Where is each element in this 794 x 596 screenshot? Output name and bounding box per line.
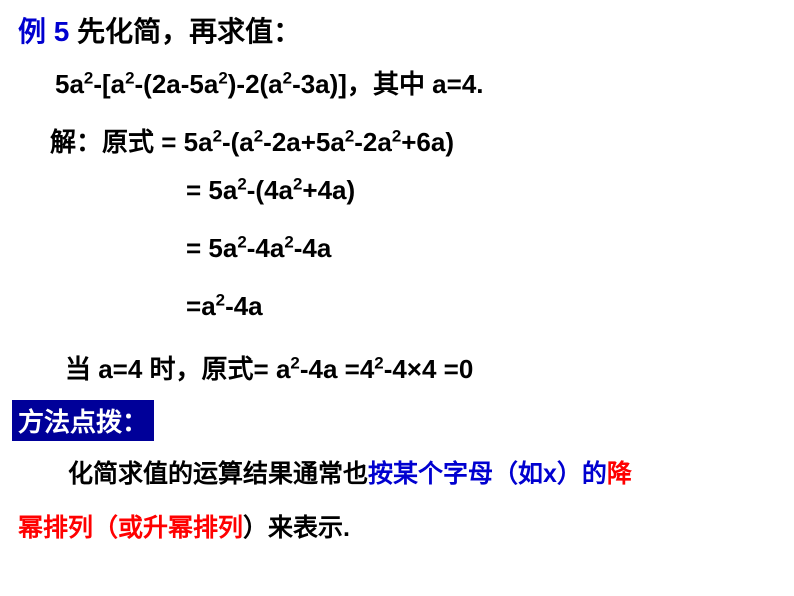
s3c: -4a — [294, 233, 332, 263]
tb3: 降 — [607, 460, 632, 488]
tip-heading-row: 方法点拨： — [12, 400, 154, 441]
s1b: -(a — [222, 127, 254, 157]
s1d: -2a — [354, 127, 392, 157]
p-e: -3a)]，其中 a=4. — [292, 69, 483, 99]
sup: 2 — [290, 353, 299, 372]
sup: 2 — [237, 232, 246, 251]
s4b: -4a — [225, 291, 263, 321]
title-line: 例 5 先化简，再求值： — [18, 10, 301, 50]
solution-step-2: = 5a2-(4a2+4a) — [186, 175, 355, 206]
p-b: -[a — [93, 69, 125, 99]
s4a: a — [201, 291, 215, 321]
tb2: 按某个字母（如x）的 — [368, 460, 607, 488]
sup: 2 — [213, 126, 222, 145]
sol-prefix: 解：原式 = — [50, 127, 184, 157]
example-label: 例 5 — [18, 16, 69, 47]
tip-body-2: 幂排列（或升幂排列）来表示. — [18, 508, 350, 544]
tb1: 化简求值的运算结果通常也 — [68, 460, 368, 488]
ev2: -4a =4 — [300, 354, 374, 384]
s2c: +4a) — [302, 175, 355, 205]
evaluation-line: 当 a=4 时，原式= a2-4a =42-4×4 =0 — [65, 349, 473, 386]
tl2a: 幂排列（或 — [18, 514, 143, 542]
solution-step-4: =a2-4a — [186, 291, 263, 322]
sup: 2 — [293, 174, 302, 193]
sup: 2 — [237, 174, 246, 193]
sup: 2 — [216, 290, 225, 309]
sup: 2 — [125, 68, 134, 87]
title-text: 先化简，再求值： — [69, 16, 301, 47]
p-d: )-2(a — [228, 69, 283, 99]
s3b: -4a — [247, 233, 285, 263]
tl2b: 升幂排列 — [143, 514, 243, 542]
p-c: -(2a-5a — [135, 69, 219, 99]
problem-expression: 5a2-[a2-(2a-5a2)-2(a2-3a)]，其中 a=4. — [55, 64, 484, 101]
ev1: 当 a=4 时，原式= a — [65, 354, 290, 384]
s1a: 5a — [184, 127, 213, 157]
s2b: -(4a — [247, 175, 293, 205]
sup: 2 — [374, 353, 383, 372]
solution-step-3: = 5a2-4a2-4a — [186, 233, 331, 264]
sup: 2 — [345, 126, 354, 145]
s1e: +6a) — [401, 127, 454, 157]
sup: 2 — [283, 68, 292, 87]
sup: 2 — [254, 126, 263, 145]
sup: 2 — [392, 126, 401, 145]
s2a: 5a — [208, 175, 237, 205]
eq: = — [186, 175, 208, 205]
s4eq: = — [186, 291, 201, 321]
p-a: 5a — [55, 69, 84, 99]
ev3: -4×4 =0 — [384, 354, 474, 384]
tip-body-1: 化简求值的运算结果通常也按某个字母（如x）的降 — [68, 454, 632, 490]
s3a: 5a — [208, 233, 237, 263]
s1c: -2a+5a — [263, 127, 345, 157]
solution-step-1: 解：原式 = 5a2-(a2-2a+5a2-2a2+6a) — [50, 122, 454, 159]
tl2c: ）来表示. — [243, 514, 350, 542]
tip-heading: 方法点拨： — [12, 400, 154, 441]
sup: 2 — [84, 68, 93, 87]
sup: 2 — [218, 68, 227, 87]
sup: 2 — [284, 232, 293, 251]
eq: = — [186, 233, 208, 263]
